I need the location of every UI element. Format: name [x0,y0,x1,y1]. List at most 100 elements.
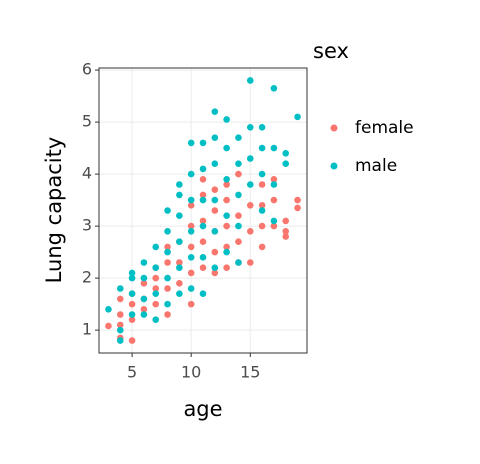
point [246,181,254,188]
point [211,207,219,214]
point [152,285,160,292]
point [211,264,219,272]
point [176,212,183,220]
point [128,274,136,282]
point [199,254,207,261]
point [235,222,242,230]
point [152,290,160,298]
point [164,228,171,235]
point [223,212,230,220]
point [235,160,242,167]
point [187,269,195,277]
y-tick-label: 2 [82,268,92,287]
point [187,228,195,235]
point [270,222,278,230]
point [199,290,207,298]
point [235,170,242,178]
point [211,228,219,235]
y-tick-label: 5 [82,112,92,131]
x-tick-label: 15 [240,363,260,382]
point [258,170,266,178]
x-tick-label: 5 [127,363,137,382]
point [282,228,290,235]
x-axis-label: age [183,397,222,421]
y-tick-label: 4 [82,164,92,183]
point [223,222,230,230]
point [116,326,124,334]
panel [99,68,307,353]
point [270,175,278,183]
point [223,175,230,183]
point [282,233,290,240]
point [140,259,148,266]
point [223,264,230,272]
point [246,77,254,84]
point [246,259,254,266]
point [187,243,195,251]
point [223,144,230,152]
point [176,191,183,199]
x-tick-label: 10 [181,363,201,382]
point [246,201,254,209]
point [128,316,136,324]
y-axis-label: Lung capacity [42,137,66,284]
point [176,181,183,188]
point [235,212,242,220]
point [294,113,301,121]
point [128,311,136,318]
point [211,134,219,141]
point [140,295,148,303]
point [128,300,136,308]
point [152,300,160,308]
point [211,269,219,277]
legend-key [330,124,338,132]
point [235,259,242,266]
point [294,204,301,212]
point [187,201,195,209]
point [246,228,254,235]
point [199,175,207,183]
point [152,316,160,324]
point [223,196,230,204]
point [187,196,195,204]
point [270,144,278,152]
point [258,123,266,131]
point [235,238,242,246]
point [128,269,136,277]
point [282,149,290,157]
point [164,300,171,308]
point [116,295,124,303]
point [223,248,230,256]
point [270,84,278,92]
point [176,290,183,298]
point [258,207,266,214]
point [128,337,136,344]
point [258,243,266,251]
y-tick-label: 6 [82,60,92,79]
point [152,243,160,251]
point [152,274,160,282]
point [176,259,183,266]
point [270,181,278,188]
point [199,191,207,199]
point [223,116,230,123]
point [164,248,171,256]
point [211,186,219,193]
point [187,139,195,147]
legend-label: male [355,156,397,176]
point [164,259,171,266]
point [258,181,266,188]
y-tick-label: 1 [82,320,92,339]
legend-label: female [355,118,414,138]
point [199,217,207,225]
point [116,321,124,329]
point [187,254,195,261]
point [116,285,124,292]
point [164,285,171,292]
point [199,139,207,147]
point [105,306,112,313]
point [199,222,207,230]
panel-border [98,67,308,354]
point [199,196,207,204]
